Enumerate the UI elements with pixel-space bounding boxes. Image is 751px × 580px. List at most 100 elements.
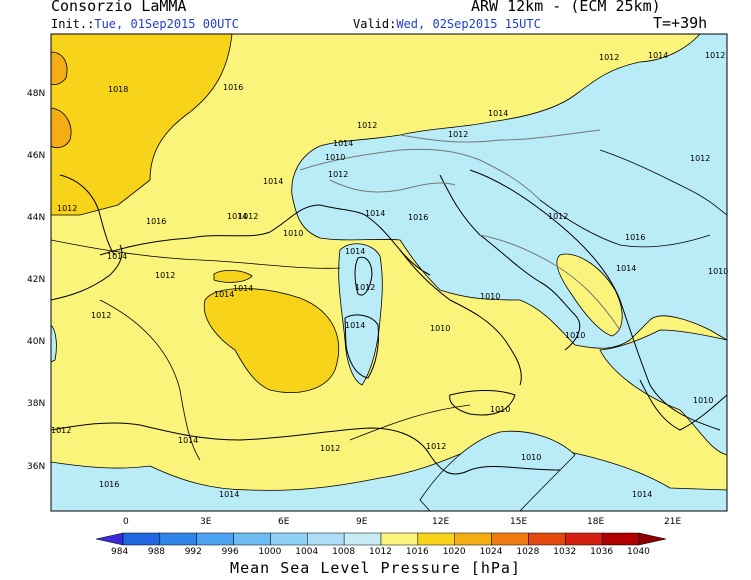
isobar-label: 1012 bbox=[155, 271, 175, 280]
coast-italy-east bbox=[439, 174, 581, 351]
isobar-label: 1012 bbox=[238, 212, 258, 221]
colorbar-swatch bbox=[380, 532, 419, 546]
isobar-label: 1014 bbox=[178, 436, 198, 445]
field-1024-edge-2 bbox=[51, 107, 72, 149]
isobar-label: 1014 bbox=[233, 284, 253, 293]
field-1020-central bbox=[203, 288, 339, 393]
coast-iberia bbox=[51, 244, 123, 301]
coast-italy-west bbox=[399, 249, 522, 386]
country-borders bbox=[299, 129, 621, 331]
border-alps bbox=[299, 148, 541, 201]
colorbar-swatch bbox=[307, 532, 345, 546]
isobar-label: 1012 bbox=[599, 53, 619, 62]
init-value: Tue, 01Sep2015 00UTC bbox=[94, 17, 239, 31]
coast-france-atlantic bbox=[59, 174, 116, 256]
colorbar-tick-label: 988 bbox=[148, 547, 165, 557]
lat-label: 36N bbox=[27, 462, 45, 472]
latitude-axis: 48N 46N 44N 42N 40N 38N 36N bbox=[27, 89, 45, 472]
isobar-label: 1014 bbox=[616, 264, 636, 273]
field-1012-libya bbox=[419, 430, 576, 511]
lat-label: 40N bbox=[27, 337, 45, 347]
lon-label: 6E bbox=[278, 517, 290, 527]
isobar-labels: 1018 1016 1014 1012 1010 1012 1014 1016 1012 1014… bbox=[51, 51, 728, 499]
isobar-label: 1014 bbox=[632, 490, 652, 499]
map-fields bbox=[51, 34, 727, 511]
lat-label: 46N bbox=[27, 151, 45, 161]
coast-corsica bbox=[354, 256, 373, 296]
field-1012-east bbox=[291, 34, 727, 349]
lat-label: 42N bbox=[27, 275, 45, 285]
isobar-label: 1010 bbox=[325, 153, 345, 162]
lat-label: 38N bbox=[27, 399, 45, 409]
colorbar-swatch bbox=[491, 532, 529, 546]
isobar-label: 1016 bbox=[223, 83, 243, 92]
lon-label: 18E bbox=[587, 517, 604, 527]
isobar-label: 1018 bbox=[108, 85, 128, 94]
isobar-label: 1016 bbox=[625, 233, 645, 242]
coastlines bbox=[51, 169, 727, 475]
isobar-label: 1012 bbox=[51, 426, 71, 435]
isobar-label: 1014 bbox=[333, 139, 353, 148]
colorbar-tick-label: 1028 bbox=[516, 547, 539, 557]
isobar-label: 1012 bbox=[355, 283, 375, 292]
colorbar-swatch bbox=[343, 532, 382, 546]
lon-label: 21E bbox=[664, 517, 681, 527]
isobar-label: 1014 bbox=[648, 51, 668, 60]
colorbar: 984 988 992 996 1000 1004 1008 1012 1016 1020 1024… bbox=[95, 532, 667, 557]
isobar-label: 1012 bbox=[548, 212, 568, 221]
isobar-label: 1010 bbox=[693, 396, 713, 405]
isobar-label: 1012 bbox=[328, 170, 348, 179]
isobar-line-1 bbox=[51, 239, 341, 269]
lon-label: 3E bbox=[200, 517, 212, 527]
colorbar-swatch bbox=[417, 532, 455, 546]
valid-time: Valid:Wed, 02Sep2015 15UTC bbox=[353, 17, 541, 31]
isobar-label: 1014 bbox=[107, 252, 127, 261]
colorbar-max-arrow bbox=[638, 532, 667, 546]
isobar-label: 1014 bbox=[365, 209, 385, 218]
lat-label: 44N bbox=[27, 213, 45, 223]
isobar-label: 1014 bbox=[488, 109, 508, 118]
map-frame bbox=[50, 33, 728, 512]
isobar-line-4 bbox=[539, 199, 711, 248]
colorbar-tick-label: 1000 bbox=[258, 547, 281, 557]
colorbar-tick-label: 1032 bbox=[553, 547, 576, 557]
coast-greece bbox=[639, 379, 727, 431]
colorbar-tick-label: 992 bbox=[185, 547, 202, 557]
isobar-line-5 bbox=[599, 149, 727, 216]
coast-north-africa bbox=[51, 422, 561, 475]
isobar-label: 1016 bbox=[408, 213, 428, 222]
colorbar-swatch bbox=[196, 532, 234, 546]
border-balkans bbox=[479, 234, 621, 331]
colorbar-tick-label: 1012 bbox=[369, 547, 392, 557]
colorbar-swatch bbox=[159, 532, 197, 546]
isobar-label: 1010 bbox=[490, 405, 510, 414]
coast-west-med bbox=[99, 204, 431, 276]
colorbar-swatch bbox=[454, 532, 492, 546]
isobar-label: 1014 bbox=[219, 490, 239, 499]
isobar-label: 1016 bbox=[146, 217, 166, 226]
colorbar-tick-label: 1008 bbox=[332, 547, 355, 557]
isobar-label: 1010 bbox=[565, 331, 585, 340]
isobar-label: 1012 bbox=[57, 204, 77, 213]
field-1012-west-edge bbox=[51, 324, 57, 363]
isobar-lines bbox=[51, 149, 727, 461]
colorbar-tick-label: 1036 bbox=[590, 547, 613, 557]
colorbar-tick-label: 1040 bbox=[627, 547, 650, 557]
lon-label: 15E bbox=[510, 517, 527, 527]
isobar-line-3 bbox=[349, 404, 471, 441]
isobar-label: 1014 bbox=[263, 177, 283, 186]
border-central-europe bbox=[399, 129, 601, 143]
colorbar-swatch bbox=[233, 532, 271, 546]
isobar-label: 1010 bbox=[708, 267, 728, 276]
colorbar-swatch bbox=[601, 532, 640, 546]
isobar-label: 1012 bbox=[357, 121, 377, 130]
init-time: Init.:Tue, 01Sep2015 00UTC bbox=[51, 17, 239, 31]
forecast-lead-time: T=+39h bbox=[653, 14, 708, 32]
coast-balkans bbox=[469, 169, 721, 431]
isobar-label: 1012 bbox=[705, 51, 725, 60]
coast-sicily bbox=[449, 389, 516, 416]
colorbar-swatch bbox=[528, 532, 566, 546]
init-label: Init.: bbox=[51, 17, 95, 31]
isobar-line-2 bbox=[99, 299, 201, 461]
